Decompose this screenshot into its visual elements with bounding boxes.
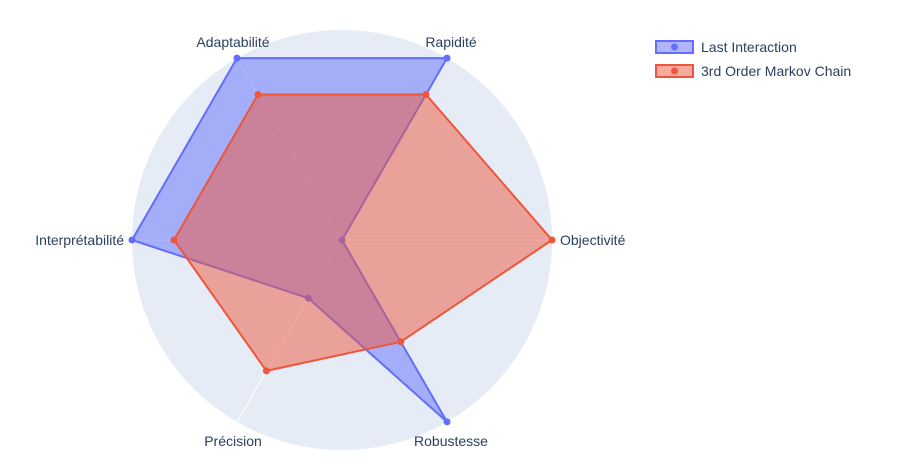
legend-item-last-interaction[interactable]: Last Interaction xyxy=(655,39,797,55)
legend-marker-last-interaction xyxy=(671,43,678,51)
axis-label-objectivite: Objectivité xyxy=(560,232,626,248)
point-last-interaction-robustesse[interactable] xyxy=(443,418,451,426)
axis-label-robustesse: Robustesse xyxy=(414,433,488,449)
axis-label-adaptabilite: Adaptabilité xyxy=(196,34,269,50)
legend-label-last-interaction: Last Interaction xyxy=(701,39,797,55)
point-last-interaction-interpretabilite[interactable] xyxy=(128,236,136,244)
point-3rd-order-markov-chain-robustesse[interactable] xyxy=(397,338,405,346)
point-3rd-order-markov-chain-rapidite[interactable] xyxy=(422,91,430,98)
radar-series xyxy=(128,54,556,426)
series-3rd-order-markov-chain[interactable] xyxy=(170,91,556,375)
axis-label-rapidite: Rapidité xyxy=(425,34,477,50)
point-3rd-order-markov-chain-precision[interactable] xyxy=(262,367,270,375)
legend-label-markov-chain: 3rd Order Markov Chain xyxy=(701,63,851,79)
legend-item-markov-chain[interactable]: 3rd Order Markov Chain xyxy=(655,63,851,79)
point-3rd-order-markov-chain-objectivite[interactable] xyxy=(548,236,556,244)
legend-marker-markov-chain xyxy=(671,67,678,75)
axis-label-interpretabilite: Interprétabilité xyxy=(35,232,124,248)
legend[interactable]: Last Interaction 3rd Order Markov Chain xyxy=(655,39,851,79)
radar-axis-labels: Rapidité Objectivité Robustesse Précision In… xyxy=(35,34,625,449)
point-last-interaction-adaptabilite[interactable] xyxy=(233,54,241,62)
axis-label-precision: Précision xyxy=(204,433,262,449)
point-3rd-order-markov-chain-adaptabilite[interactable] xyxy=(254,91,262,98)
point-3rd-order-markov-chain-interpretabilite[interactable] xyxy=(170,236,178,244)
point-last-interaction-rapidite[interactable] xyxy=(443,54,451,62)
